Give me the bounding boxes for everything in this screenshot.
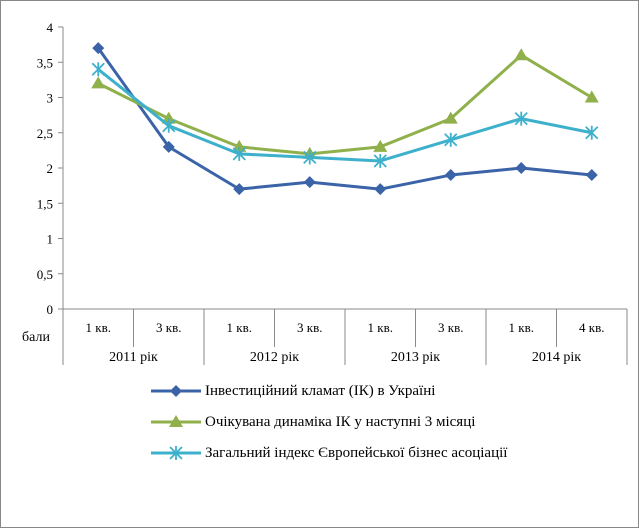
data-point-triangle: [373, 139, 388, 152]
legend-swatch-asterisk: [151, 446, 201, 460]
line-chart: 00,511,522,533,54 1 кв. 3 кв. 1 кв. 3 кв. 1 …: [22, 20, 628, 365]
legend-item-expected-dynamics: Очікувана динаміка ІК у наступні 3 місяц…: [151, 412, 551, 433]
x-category-label: 1 кв.: [227, 320, 252, 335]
y-tick-label: 3,5: [37, 55, 53, 70]
y-tick-label: 1: [47, 232, 54, 247]
legend-swatch-triangle: [151, 415, 201, 427]
legend-item-investment-climate: Інвестиційний кламат (ІК) в Україні: [151, 381, 551, 402]
legend-item-eba-index: Загальний індекс Європейської бізнес асо…: [151, 443, 551, 464]
x-category-label: 1 кв.: [509, 320, 534, 335]
y-tick-label: 2: [47, 161, 54, 176]
series-line: [97, 68, 593, 163]
x-category-labels: 1 кв. 3 кв. 1 кв. 3 кв. 1 кв. 3 кв. 1 кв. 4 кв.: [86, 320, 605, 335]
data-point-diamond: [515, 162, 528, 174]
data-point-asterisk: [232, 146, 246, 161]
data-point-triangle: [161, 111, 176, 124]
y-tick-label: 3: [47, 91, 54, 106]
legend-label: Очікувана динаміка ІК у наступні 3 місяц…: [205, 414, 476, 430]
legend-label: Загальний індекс Європейської бізнес асо…: [205, 445, 508, 461]
x-category-label: 3 кв.: [297, 320, 322, 335]
y-tick-label: 4: [47, 20, 54, 35]
y-unit-label: бали: [22, 330, 50, 345]
data-point-diamond: [92, 42, 105, 55]
x-group-labels: 2011 рік 2012 рік 2013 рік 2014 рік: [109, 350, 581, 365]
data-point-diamond: [162, 140, 175, 153]
series-triangle: [91, 48, 599, 159]
x-group-label: 2012 рік: [250, 350, 299, 365]
data-point-diamond: [585, 169, 598, 182]
data-point-triangle: [232, 139, 247, 152]
y-tick-label: 2,5: [37, 126, 53, 141]
data-point-asterisk: [585, 125, 599, 140]
x-category-label: 1 кв.: [368, 320, 393, 335]
data-point-triangle: [443, 111, 458, 124]
y-tick-label: 1,5: [37, 196, 53, 211]
data-point-diamond: [233, 183, 246, 196]
x-group-label: 2014 рік: [532, 350, 581, 365]
series-layer: [91, 42, 599, 196]
legend-label: Інвестиційний кламат (ІК) в Україні: [205, 383, 436, 399]
series-diamond: [92, 42, 598, 196]
data-point-asterisk: [514, 111, 528, 126]
data-point-diamond: [444, 169, 457, 182]
x-category-label: 1 кв.: [86, 320, 111, 335]
data-point-asterisk: [303, 150, 317, 165]
x-category-label: 4 кв.: [579, 320, 604, 335]
y-tick-labels: 0 0,5 1 1,5 2 2,5 3 3,5 4: [37, 20, 54, 317]
data-point-triangle: [514, 48, 529, 61]
data-point-diamond: [374, 183, 387, 196]
y-tick-label: 0,5: [37, 267, 53, 282]
data-point-diamond: [303, 176, 316, 189]
data-point-triangle: [91, 76, 106, 89]
legend-swatch-diamond: [151, 385, 201, 397]
data-point-triangle: [584, 90, 599, 103]
series-line: [97, 53, 593, 156]
y-tick-label: 0: [47, 302, 54, 317]
x-category-label: 3 кв.: [438, 320, 463, 335]
data-point-asterisk: [444, 132, 458, 147]
data-point-asterisk: [373, 153, 387, 168]
data-point-asterisk: [91, 62, 105, 77]
x-group-label: 2011 рік: [109, 350, 158, 365]
axes: [58, 26, 628, 365]
x-category-label: 3 кв.: [156, 320, 181, 335]
data-point-asterisk: [162, 118, 176, 133]
x-group-label: 2013 рік: [391, 350, 440, 365]
series-asterisk: [91, 62, 599, 168]
series-line: [97, 47, 592, 191]
legend: Інвестиційний кламат (ІК) в Україні Очік…: [151, 381, 551, 474]
